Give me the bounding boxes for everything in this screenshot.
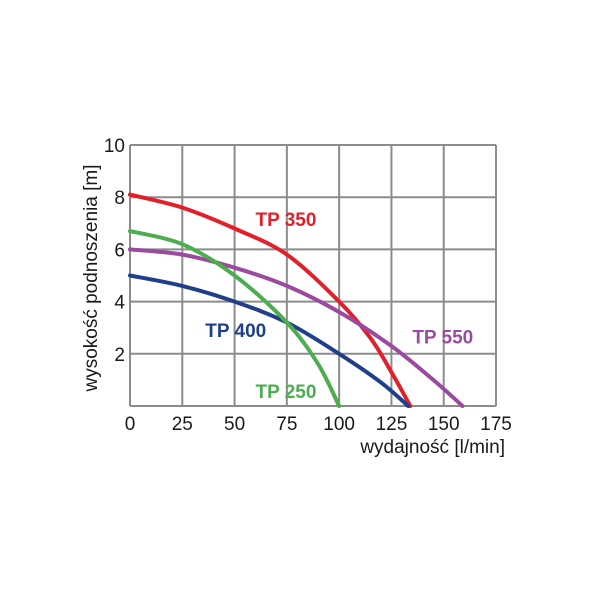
x-tick-label: 125 (376, 414, 408, 435)
series-curves (128, 192, 465, 408)
series-line-tp-250 (128, 229, 342, 408)
y-tick-label: 2 (114, 345, 125, 366)
x-tick-label: 25 (172, 414, 193, 435)
x-axis-title: wydajność [l/min] (359, 437, 505, 458)
y-axis-title: wysokość podnoszenia [m] (81, 164, 102, 392)
x-tick-label: 100 (323, 414, 355, 435)
y-tick-label: 8 (114, 188, 125, 209)
y-tick-label: 6 (114, 240, 125, 261)
x-tick-label: 50 (224, 414, 245, 435)
y-tick-label: 4 (114, 293, 125, 314)
x-tick-label: 150 (428, 414, 460, 435)
series-line-tp-550 (128, 247, 465, 408)
series-label-tp-350: TP 350 (255, 210, 316, 231)
series-label-tp-250: TP 250 (255, 382, 316, 403)
tick-labels: 0 25 50 75 100 125 150 175 2 4 6 8 10 (104, 136, 512, 435)
series-label-tp-550: TP 550 (412, 327, 473, 348)
series-line-tp-350 (128, 192, 413, 408)
x-tick-label: 75 (276, 414, 297, 435)
x-tick-label: 0 (125, 414, 136, 435)
series-label-tp-400: TP 400 (205, 321, 266, 342)
series-labels: TP 350 TP 550 TP 400 TP 250 (205, 210, 473, 403)
x-tick-label: 175 (480, 414, 512, 435)
y-tick-label: 10 (104, 136, 125, 157)
